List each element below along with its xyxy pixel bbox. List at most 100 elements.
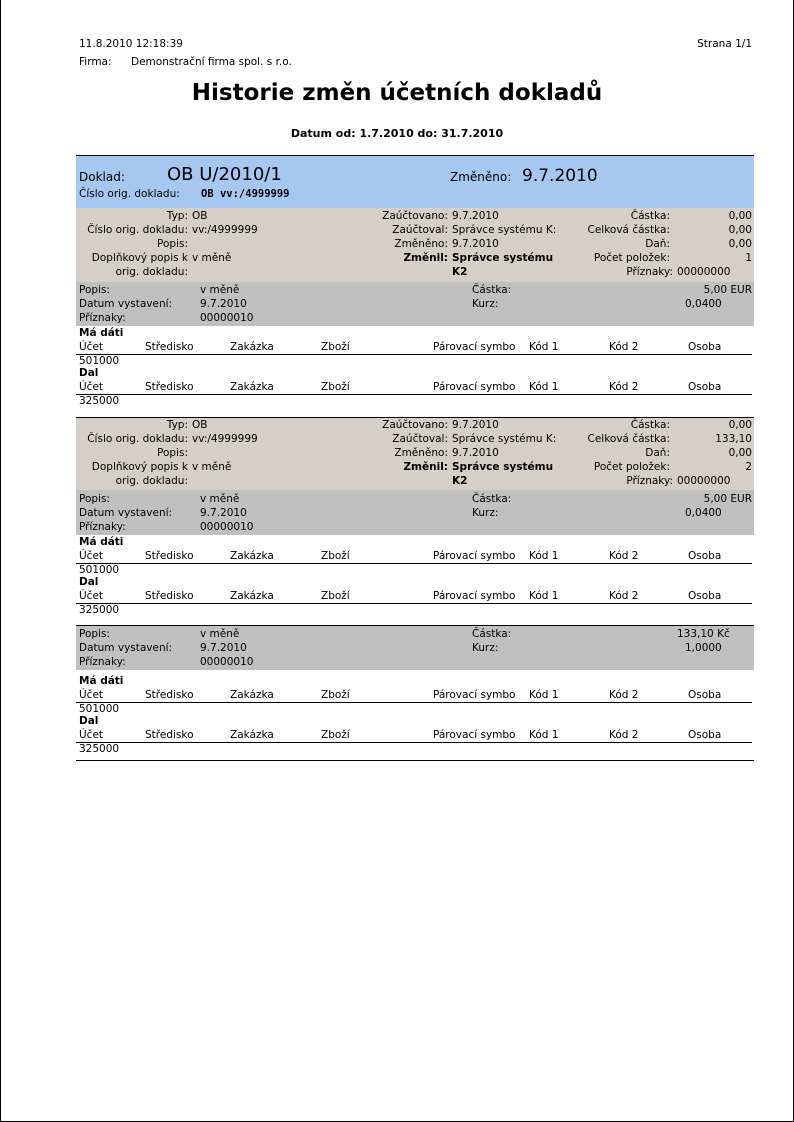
item-popis-value: v měně — [200, 493, 240, 505]
castka-value: 0,00 — [728, 419, 752, 431]
item-castka-label: Částka: — [472, 284, 512, 296]
column-header: Kód 2 — [609, 729, 639, 741]
column-header: Kód 1 — [529, 689, 559, 701]
orig-value: vv:/4999999 — [192, 224, 258, 236]
column-header: Osoba — [688, 341, 722, 353]
item-kurz-value: 0,0400 — [685, 507, 722, 519]
typ-label: Typ: — [166, 419, 188, 431]
popis-label: Popis: — [157, 447, 188, 459]
priznaky-label: Příznaky: — [626, 266, 673, 278]
item-block: Popis: v měně Datum vystavení: 9.7.2010 … — [76, 490, 754, 535]
divider — [76, 625, 754, 626]
item-block: Popis: v měně Datum vystavení: 9.7.2010 … — [76, 626, 754, 670]
column-header: Kód 1 — [529, 341, 559, 353]
account-value: 325000 — [79, 604, 120, 616]
dal-heading: Dal — [79, 715, 99, 727]
madati-heading: Má dáti — [79, 327, 124, 339]
item-block: Popis: v měně Datum vystavení: 9.7.2010 … — [76, 282, 754, 326]
column-header: Zakázka — [230, 381, 274, 393]
column-header: Středisko — [145, 381, 194, 393]
orig-value: vv:/4999999 — [192, 433, 258, 445]
item-kurz-value: 0,0400 — [685, 298, 722, 310]
header-underline — [76, 563, 752, 564]
page-number: Strana 1/1 — [697, 38, 752, 50]
header-underline — [76, 742, 752, 743]
item-castka-label: Částka: — [472, 628, 512, 640]
column-header: Zakázka — [230, 689, 274, 701]
column-header: Párovací symbo — [433, 341, 516, 353]
column-header: Středisko — [145, 729, 194, 741]
dopl-label: Doplňkový popis k — [91, 461, 188, 473]
celkova-value: 133,10 — [715, 433, 752, 445]
column-header: Zakázka — [230, 550, 274, 562]
item-castka-label: Částka: — [472, 493, 512, 505]
item-kurz-label: Kurz: — [472, 507, 499, 519]
column-header: Zboží — [321, 689, 350, 701]
column-header: Středisko — [145, 590, 194, 602]
version-block: Typ: OB Číslo orig. dokladu: vv:/4999999… — [76, 208, 754, 282]
zmenil-value: Správce systému — [452, 252, 554, 264]
celkova-label: Celková částka: — [587, 433, 671, 445]
firm-label: Firma: — [79, 56, 112, 68]
item-datum-label: Datum vystavení: — [79, 507, 173, 519]
dopl-label-2: orig. dokladu: — [115, 266, 188, 278]
zmenil-label: Změnil: — [403, 461, 448, 473]
column-header: Kód 2 — [609, 689, 639, 701]
column-header: Zboží — [321, 341, 350, 353]
pocet-label: Počet položek: — [593, 252, 670, 264]
castka-value: 0,00 — [728, 210, 752, 222]
popis-label: Popis: — [157, 238, 188, 250]
column-header: Párovací symbo — [433, 550, 516, 562]
dopl-label-2: orig. dokladu: — [115, 475, 188, 487]
item-castka-value: 5,00 EUR — [703, 493, 752, 505]
celkova-label: Celková částka: — [587, 224, 671, 236]
column-header: Účet — [79, 550, 104, 562]
priznaky-value: 00000000 — [677, 266, 731, 278]
item-popis-label: Popis: — [79, 493, 110, 505]
zauctovano-value: 9.7.2010 — [452, 210, 499, 222]
item-priznaky-label: Příznaky: — [79, 312, 126, 324]
divider — [76, 417, 754, 418]
item-priznaky-label: Příznaky: — [79, 656, 126, 668]
zauctovano-label: Zaúčtovano: — [382, 210, 448, 222]
zmenil-value-2: K2 — [452, 266, 468, 278]
orig-label: Číslo orig. dokladu: — [87, 224, 188, 236]
dan-value: 0,00 — [728, 238, 752, 250]
column-header: Kód 1 — [529, 729, 559, 741]
item-castka-value: 133,10 Kč — [677, 628, 730, 640]
column-header: Párovací symbo — [433, 689, 516, 701]
dopl-value: v měně — [192, 252, 232, 264]
zauctoval-value: Správce systému K: — [452, 224, 557, 236]
column-header: Zboží — [321, 550, 350, 562]
castka-label: Částka: — [630, 210, 670, 222]
column-header: Účet — [79, 689, 104, 701]
item-datum-label: Datum vystavení: — [79, 298, 173, 310]
dal-heading: Dal — [79, 367, 99, 379]
zauctoval-value: Správce systému K: — [452, 433, 557, 445]
item-kurz-label: Kurz: — [472, 642, 499, 654]
column-header: Zboží — [321, 729, 350, 741]
dal-heading: Dal — [79, 576, 99, 588]
column-header: Středisko — [145, 341, 194, 353]
column-header: Osoba — [688, 689, 722, 701]
column-header: Kód 2 — [609, 550, 639, 562]
dan-label: Daň: — [645, 447, 670, 459]
priznaky-value: 00000000 — [677, 475, 731, 487]
zmeneno-label: Změněno: — [394, 447, 448, 459]
header-underline — [76, 354, 752, 355]
zmenil-value: Správce systému — [452, 461, 554, 473]
column-header: Zakázka — [230, 729, 274, 741]
pocet-label: Počet položek: — [593, 461, 670, 473]
pocet-value: 2 — [745, 461, 752, 473]
item-priznaky-value: 00000010 — [200, 521, 254, 533]
changed-label: Změněno: — [450, 170, 512, 184]
column-header: Středisko — [145, 550, 194, 562]
date-range: Datum od: 1.7.2010 do: 31.7.2010 — [290, 127, 504, 140]
print-datetime: 11.8.2010 12:18:39 — [79, 38, 183, 50]
zmenil-label: Změnil: — [403, 252, 448, 264]
item-datum-value: 9.7.2010 — [200, 642, 247, 654]
zmenil-value-2: K2 — [452, 475, 468, 487]
zauctovano-label: Zaúčtovano: — [382, 419, 448, 431]
column-header: Účet — [79, 381, 104, 393]
header-underline — [76, 603, 752, 604]
